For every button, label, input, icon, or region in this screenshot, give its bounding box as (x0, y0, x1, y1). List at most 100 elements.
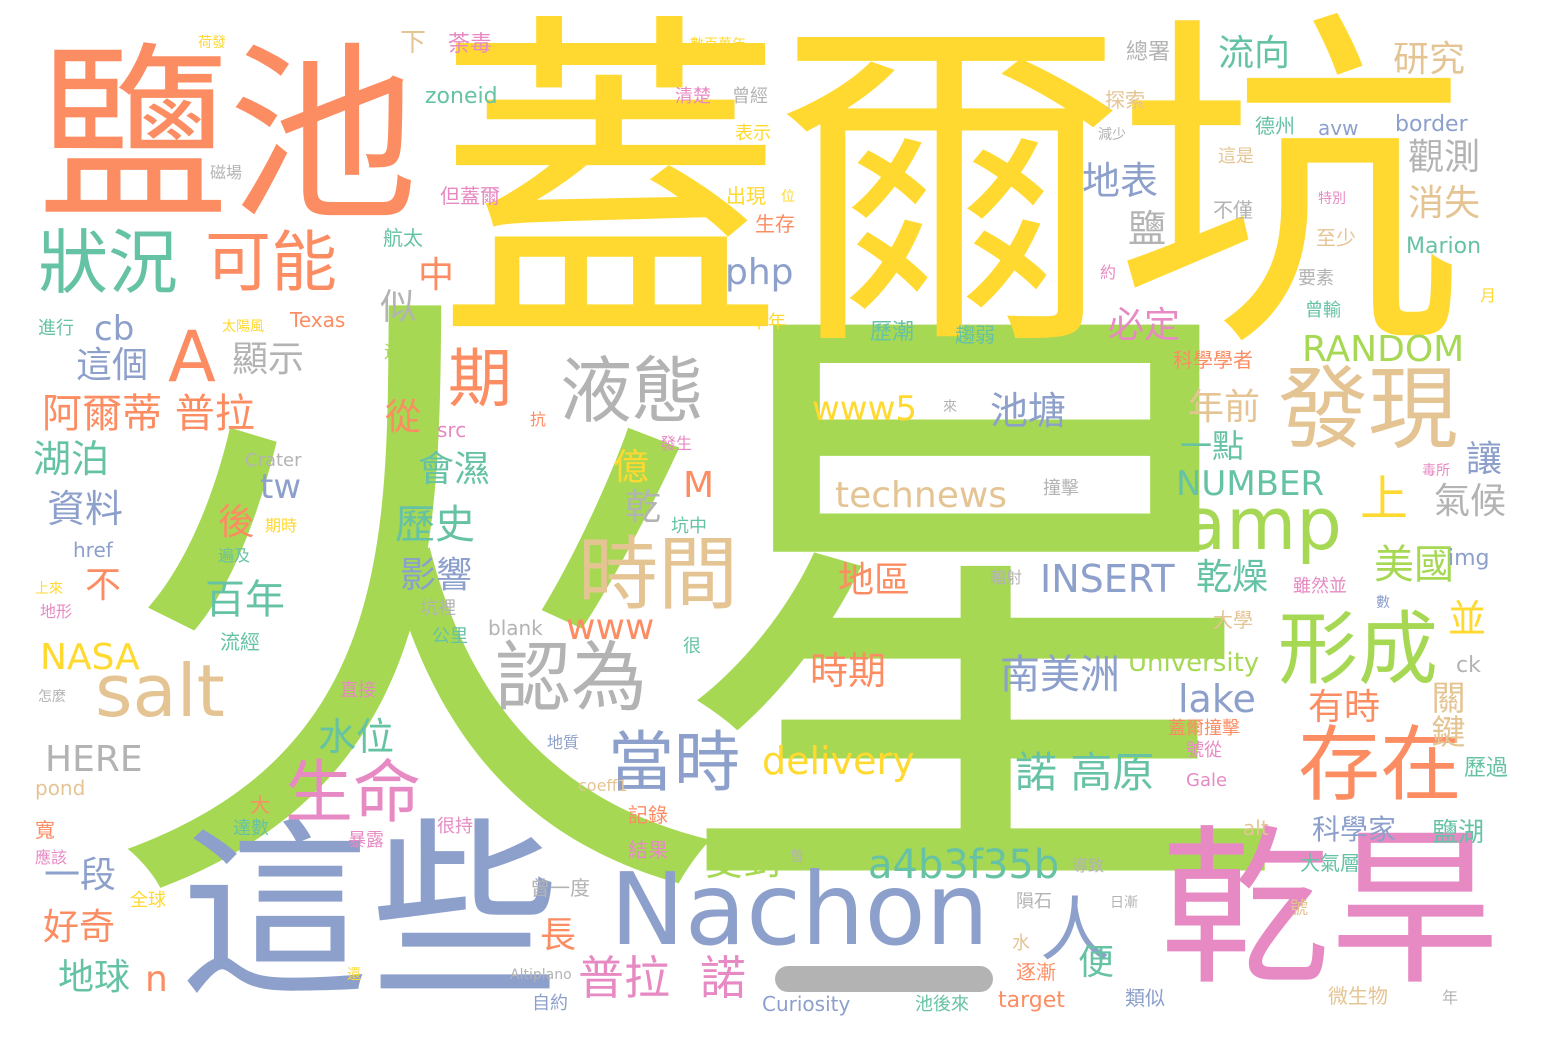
word: 這個 (76, 345, 149, 386)
word: 乾燥 (1196, 557, 1269, 598)
word: 大氣層 (1300, 851, 1360, 875)
word: 應該 (35, 848, 68, 867)
word: 至少 (1316, 226, 1356, 250)
word: href (73, 538, 113, 562)
word: 讓 (1466, 439, 1503, 480)
word: 地質 (547, 733, 580, 752)
word: 後 (218, 502, 255, 543)
word: 探索 (1105, 88, 1145, 112)
word: NASA (40, 637, 140, 678)
word: 水位 (318, 715, 395, 759)
word: cb (94, 309, 135, 349)
word: 觀測 (1408, 137, 1481, 178)
word: img (1448, 546, 1490, 571)
word: 可能 (205, 224, 337, 301)
word: 表示 (735, 123, 771, 144)
word: 清楚 (675, 86, 711, 107)
word: 形成 (1278, 603, 1438, 696)
word: 日漸 (1110, 895, 1138, 911)
word: 地區 (838, 560, 911, 601)
underline-bar (775, 966, 993, 992)
word: 大學 (1213, 608, 1253, 632)
word: 鹽池 (38, 26, 419, 247)
word: 減少 (1098, 127, 1126, 143)
word: 自約 (532, 993, 568, 1014)
word: 當時 (608, 724, 740, 801)
word: border (1395, 112, 1468, 137)
word: 輻射 (990, 568, 1023, 587)
word: 千年 (750, 312, 786, 333)
word: 科學家 (1312, 813, 1397, 846)
word: 這是 (1218, 146, 1254, 167)
word: 狀況 (38, 222, 178, 304)
word: 諾 (700, 951, 746, 1005)
word: 阿爾蒂 普拉 (42, 391, 255, 437)
word: NUMBER (1176, 464, 1325, 504)
word: 月 (1480, 286, 1497, 305)
word: 液態 (560, 349, 705, 433)
word: 池塘 (990, 389, 1067, 433)
word: 生存 (755, 212, 795, 236)
word: 發現 (1278, 357, 1458, 462)
word: 美國 (1374, 542, 1454, 588)
word: 地形 (40, 602, 73, 621)
word: zoneid (425, 84, 498, 109)
word: 研究 (1393, 39, 1466, 80)
word: 抗 (530, 410, 547, 429)
word: 坑裡 (420, 598, 456, 619)
word: 這些 (180, 802, 561, 1023)
word: 一段 (44, 855, 117, 896)
word: 航太 (383, 226, 423, 250)
word: 地表 (1082, 159, 1159, 203)
word: 顯示 (232, 339, 305, 380)
word: 出現 (726, 184, 766, 208)
word: 消失 (1408, 183, 1481, 224)
word: alt (1243, 816, 1269, 840)
word: 蓋爾坑 (435, 0, 1465, 393)
word: 發生 (660, 434, 693, 453)
word: 流向 (1218, 33, 1291, 74)
word: 必定 (1108, 305, 1181, 346)
word: lake (1178, 677, 1256, 721)
word: Gale (1186, 770, 1228, 791)
word: 全球 (130, 890, 166, 911)
word: 認為 (495, 633, 647, 722)
word: Curiosity (762, 992, 851, 1016)
word: 公里 (432, 626, 468, 647)
word: technews (835, 475, 1008, 516)
word: 流經 (220, 630, 260, 654)
word: pond (35, 776, 86, 800)
word: University (1128, 648, 1260, 678)
word: 百年 (205, 577, 285, 623)
word: 總署 (1126, 40, 1171, 65)
word: 水 (1012, 933, 1030, 954)
word: 人 (1040, 889, 1110, 971)
word: 從 (385, 397, 422, 438)
word: 鹽 (1128, 207, 1167, 251)
word: 上來 (35, 581, 63, 597)
word: src (437, 418, 467, 442)
word: 一點 (1180, 427, 1245, 465)
word: 歷過 (1464, 756, 1509, 781)
word: 曾輸 (1305, 300, 1341, 321)
word: 科學學者 (1173, 348, 1253, 372)
word: 不僅 (1213, 198, 1253, 222)
word: 記錄 (628, 803, 668, 827)
word: 火星 (95, 242, 1305, 987)
word: 期 (448, 343, 512, 417)
word: 隕石 (1016, 891, 1052, 912)
word: 時間 (578, 528, 738, 621)
word: 年 (1442, 988, 1459, 1007)
word: 荼毒 (448, 32, 493, 57)
word: 達數 (233, 818, 269, 839)
word: HERE (45, 739, 143, 780)
word: Texas (290, 308, 346, 332)
word: 曾 (790, 849, 804, 865)
word: Altiplano (510, 967, 572, 983)
word: 很持 (437, 816, 473, 837)
word: A (168, 316, 216, 398)
word: blank (488, 616, 543, 640)
word: salt (95, 649, 225, 733)
word: 曾一度 (530, 876, 590, 900)
